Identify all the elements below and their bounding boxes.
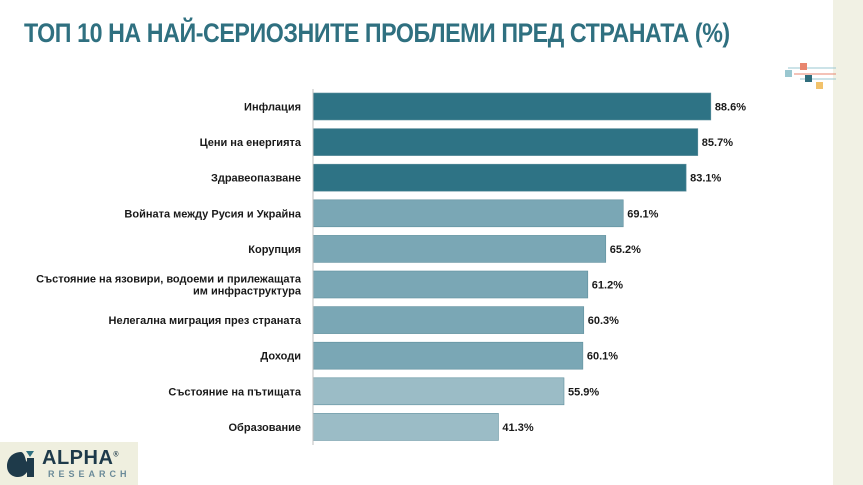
chart-title: ТОП 10 НА НАЙ-СЕРИОЗНИТЕ ПРОБЛЕМИ ПРЕД С… (24, 18, 730, 48)
right-decor-band (833, 0, 863, 485)
category-label-9: Състояние на пътищата (168, 386, 301, 398)
category-label-8: Доходи (260, 351, 301, 363)
bar-3 (312, 163, 687, 192)
bar-4 (312, 199, 624, 228)
category-label-5: Корупция (248, 244, 301, 256)
value-label-9: 55.9% (568, 386, 599, 398)
category-label-2: Цени на енергията (200, 137, 302, 149)
value-label-5: 65.2% (610, 244, 641, 256)
decor-squares-icon (785, 63, 836, 89)
logo-subtitle: RESEARCH (48, 469, 131, 479)
alpha-research-logo: ALPHA® RESEARCH (0, 442, 138, 485)
value-label-7: 60.3% (588, 315, 619, 327)
logo-name: ALPHA® (42, 447, 119, 470)
bar-10 (312, 413, 499, 441)
category-label-6-line-1: Състояние на язовири, водоеми и прилежащ… (36, 274, 302, 286)
value-label-10: 41.3% (502, 422, 533, 434)
category-label-1: Инфлация (244, 102, 301, 114)
category-label-4: Войната между Русия и Украйна (124, 208, 301, 220)
category-label-6-line-2: им инфраструктура (193, 286, 302, 298)
bar-9 (312, 377, 565, 406)
value-label-6: 61.2% (592, 280, 623, 292)
bar-5 (312, 235, 607, 263)
category-label-7: Нелегална миграция през страната (109, 315, 302, 327)
value-label-4: 69.1% (627, 208, 658, 220)
value-label-8: 60.1% (587, 351, 618, 363)
logo-name-text: ALPHA (42, 447, 114, 469)
bar-7 (312, 306, 585, 334)
alpha-logo-mark-icon (7, 451, 34, 477)
value-label-2: 85.7% (702, 137, 733, 149)
bar-2 (312, 128, 699, 156)
bar-8 (312, 341, 584, 370)
bar-6 (312, 270, 589, 299)
value-label-3: 83.1% (690, 173, 721, 185)
category-label-10: Образование (229, 422, 302, 434)
bar-1 (312, 92, 712, 121)
category-label-3: Здравеопазване (211, 173, 301, 185)
logo-registered-mark: ® (113, 451, 120, 459)
value-label-1: 88.6% (715, 102, 746, 114)
